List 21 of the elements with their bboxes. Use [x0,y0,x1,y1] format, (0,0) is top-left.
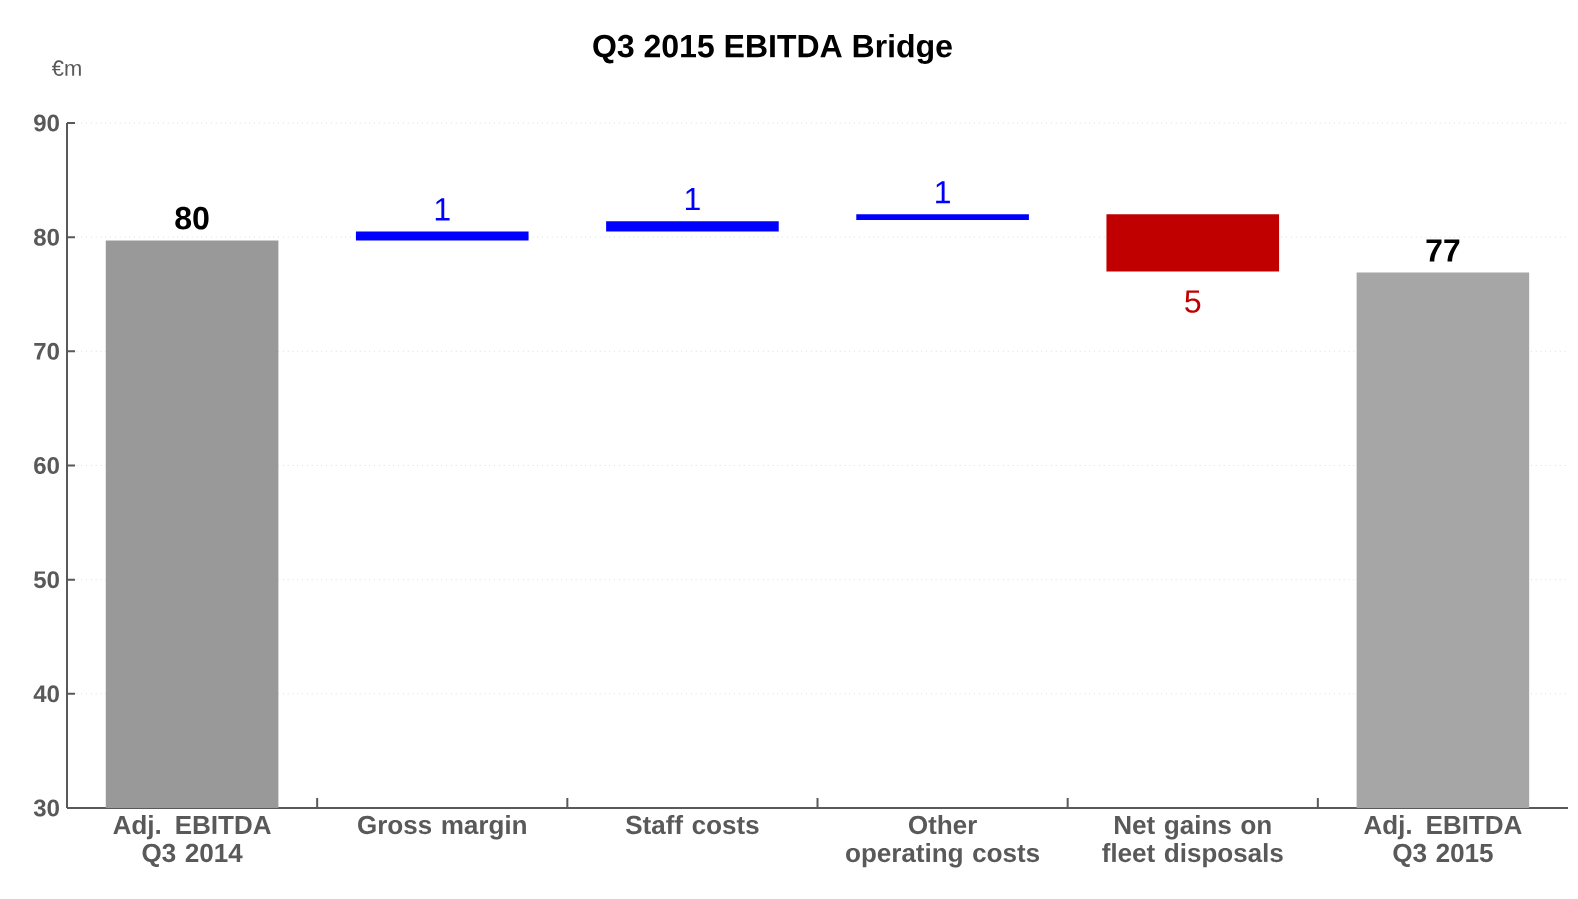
x-tick-label: Gross margin [358,815,526,840]
x-tick-label: Staff costs [625,815,759,835]
y-tick-label: 30 [33,799,59,817]
chart-title: Q3 2015 EBITDA Bridge [593,33,952,64]
data-label: 77 [1426,239,1460,262]
y-tick-label: 70 [34,342,59,360]
data-label: 1 [685,188,700,211]
data-label: 5 [1185,290,1201,313]
x-tick-label: Adj. EBITDA Q3 2014 [113,815,271,868]
y-tick-label: 80 [33,228,59,246]
x-tick-label: Adj. EBITDA Q3 2015 [1364,815,1522,868]
y-axis-title: €m [51,60,81,76]
y-tick-label: 50 [33,571,59,589]
y-tick-label: 60 [34,457,59,474]
data-label: 80 [175,206,209,230]
x-tick-label: Other operating costs [846,815,1040,868]
y-tick-label: 40 [33,685,59,703]
y-tick-label: 90 [34,114,59,132]
data-label: 1 [435,198,450,221]
x-tick-label: Net gains on fleet disposals [1102,815,1283,868]
data-label: 1 [936,181,950,204]
